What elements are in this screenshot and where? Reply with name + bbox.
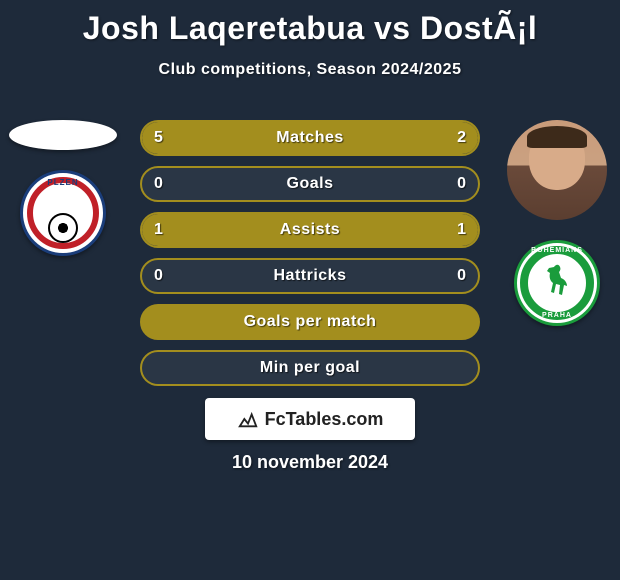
player-avatar-left — [9, 120, 117, 150]
footer-date: 10 november 2024 — [0, 452, 620, 473]
stat-row: 00Goals — [140, 166, 480, 202]
player-avatar-right — [507, 120, 607, 220]
chart-icon — [237, 408, 259, 430]
stat-row: 52Matches — [140, 120, 480, 156]
stat-label: Hattricks — [142, 260, 478, 292]
stat-row: 11Assists — [140, 212, 480, 248]
fctables-logo[interactable]: FcTables.com — [205, 398, 415, 440]
stat-row: 00Hattricks — [140, 258, 480, 294]
page-title: Josh Laqeretabua vs DostÃ¡l — [0, 0, 620, 47]
left-player-column: PLZEN — [8, 120, 118, 256]
stat-label: Goals — [142, 168, 478, 200]
club-badge-text: PLZEN — [23, 178, 103, 187]
stat-label: Goals per match — [142, 306, 478, 338]
stat-label: Matches — [142, 122, 478, 154]
stats-bars-container: 52Matches 00Goals 11Assists 00Hattricks Goal… — [140, 120, 480, 386]
stat-label: Min per goal — [142, 352, 478, 384]
stat-label: Assists — [142, 214, 478, 246]
club-badge-text-top: BOHEMIANS — [517, 247, 597, 254]
club-badge-text-bot: PRAHA — [517, 312, 597, 319]
fctables-text: FcTables.com — [265, 409, 384, 430]
club-badge-bohemians: BOHEMIANS PRAHA — [514, 240, 600, 326]
club-badge-plzen: PLZEN — [20, 170, 106, 256]
stat-row: Min per goal — [140, 350, 480, 386]
kangaroo-icon — [542, 263, 572, 303]
page-subtitle: Club competitions, Season 2024/2025 — [0, 61, 620, 79]
right-player-column: BOHEMIANS PRAHA — [502, 120, 612, 326]
stat-row: Goals per match — [140, 304, 480, 340]
